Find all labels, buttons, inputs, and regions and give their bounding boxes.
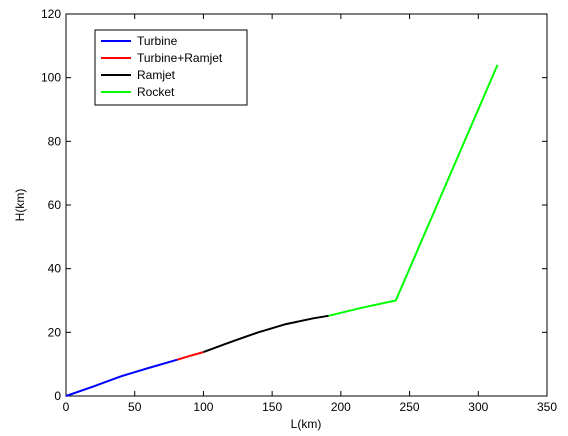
y-axis-label: H(km) [13, 189, 27, 222]
x-tick-label: 250 [400, 400, 420, 414]
legend-label-turbine-ramjet: Turbine+Ramjet [137, 51, 223, 65]
x-axis-label: L(km) [291, 417, 322, 431]
legend-entries: Turbine Turbine+Ramjet Ramjet Rocket [101, 34, 223, 99]
x-tick-label: 50 [128, 400, 142, 414]
y-tick-label: 100 [41, 71, 61, 85]
legend: Turbine Turbine+Ramjet Ramjet Rocket [94, 29, 248, 106]
legend-label-rocket: Rocket [137, 85, 175, 99]
series-line-turbine-ramjet [177, 351, 204, 361]
y-tick-label: 20 [48, 325, 62, 339]
x-tick-label: 150 [262, 400, 282, 414]
legend-label-turbine: Turbine [137, 34, 178, 48]
series-line-rocket [328, 64, 499, 317]
y-tick-label: 120 [41, 7, 61, 21]
series-lines [65, 64, 499, 397]
x-axis-ticks: 0 50 100 150 200 250 300 350 [63, 14, 557, 414]
series-line-ramjet [203, 314, 329, 354]
legend-label-ramjet: Ramjet [137, 68, 176, 82]
y-axis-ticks: 0 20 40 60 80 100 120 [41, 7, 547, 403]
y-tick-label: 60 [48, 198, 62, 212]
x-tick-label: 350 [537, 400, 557, 414]
x-tick-label: 0 [63, 400, 70, 414]
y-tick-label: 40 [48, 262, 62, 276]
series-line-turbine [65, 358, 178, 397]
x-tick-label: 200 [331, 400, 351, 414]
y-tick-label: 80 [48, 134, 62, 148]
x-tick-label: 300 [468, 400, 488, 414]
x-tick-label: 100 [193, 400, 213, 414]
y-tick-label: 0 [54, 389, 61, 403]
